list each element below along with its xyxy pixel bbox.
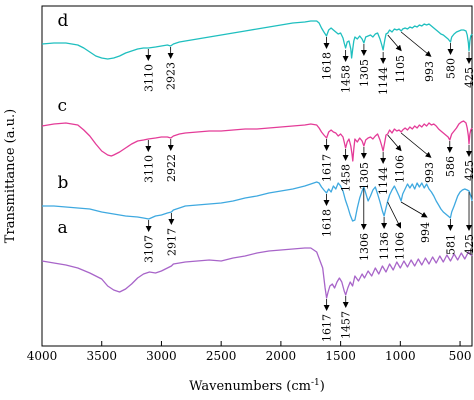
curve-letters: a b c d xyxy=(58,11,69,238)
peak-label: 581 xyxy=(444,234,457,255)
peak-arrow xyxy=(387,34,402,52)
peak-label: 1617 xyxy=(321,154,334,182)
peak-label: 1106 xyxy=(394,155,407,183)
x-tick-label: 2500 xyxy=(206,349,237,363)
peak-label: 1106 xyxy=(394,232,407,260)
peak-label: 1136 xyxy=(378,232,391,260)
y-axis-title: Transmittance (a.u.) xyxy=(3,109,18,243)
peak-label: 580 xyxy=(445,58,458,79)
peak-label: 425 xyxy=(463,160,474,181)
spectrum-b xyxy=(42,181,473,222)
peak-label: 425 xyxy=(463,67,474,88)
spectra-layer xyxy=(41,20,473,299)
peak-label: 3110 xyxy=(142,64,155,92)
peak-label: 2917 xyxy=(165,228,178,256)
curve-letter-d: d xyxy=(58,11,69,31)
peak-label: 2922 xyxy=(165,154,178,182)
x-axis-title: Wavenumbers (cm-1) xyxy=(189,378,325,394)
curve-letter-c: c xyxy=(58,96,68,116)
peak-label: 1105 xyxy=(394,55,407,83)
peak-label: 2923 xyxy=(165,62,178,90)
peak-label: 586 xyxy=(444,156,457,177)
peak-label: 1618 xyxy=(321,52,334,80)
peak-label: 1305 xyxy=(358,162,371,190)
peak-label: 1458 xyxy=(340,164,353,192)
peak-label: 3110 xyxy=(142,155,155,183)
x-tick-label: 1500 xyxy=(325,349,356,363)
peak-label: 425 xyxy=(463,234,474,255)
peak-annotations: 3110 2923 1618 1458 1305 1144 1105 993 580 425 311… xyxy=(142,31,474,342)
spectrum-c xyxy=(41,120,473,162)
peak-arrow xyxy=(400,31,432,57)
peak-label: 993 xyxy=(423,61,436,82)
peak-label: 1144 xyxy=(377,67,390,95)
peak-label: 994 xyxy=(419,222,432,243)
peak-label: 1457 xyxy=(340,311,353,339)
peak-label: 3107 xyxy=(143,235,156,263)
x-tick-label: 4000 xyxy=(27,349,58,363)
peak-label: 1617 xyxy=(321,314,334,342)
spectrum-a xyxy=(41,247,473,299)
plot-frame xyxy=(41,5,473,347)
peak-label: 1618 xyxy=(321,209,334,237)
x-tick-label: 500 xyxy=(449,349,472,363)
peak-arrow xyxy=(387,201,402,229)
peak-label: 1305 xyxy=(358,59,371,87)
x-tick-label: 3000 xyxy=(146,349,177,363)
x-tick-label: 1000 xyxy=(385,349,416,363)
peak-arrow xyxy=(400,132,432,158)
peak-arrow xyxy=(400,201,428,218)
x-tick-label: 3500 xyxy=(86,349,117,363)
peak-label: 1458 xyxy=(340,65,353,93)
peak-arrow xyxy=(387,134,402,152)
curve-letter-a: a xyxy=(58,218,68,238)
spectrum-d xyxy=(41,20,473,60)
peak-label: 993 xyxy=(423,162,436,183)
peak-label: 1306 xyxy=(358,233,371,261)
x-tick-label: 2000 xyxy=(266,349,297,363)
curve-letter-b: b xyxy=(58,173,69,193)
peak-label: 1144 xyxy=(377,167,390,195)
x-axis-ticks: 4000 3500 3000 2500 2000 1500 1000 500 xyxy=(27,341,472,363)
